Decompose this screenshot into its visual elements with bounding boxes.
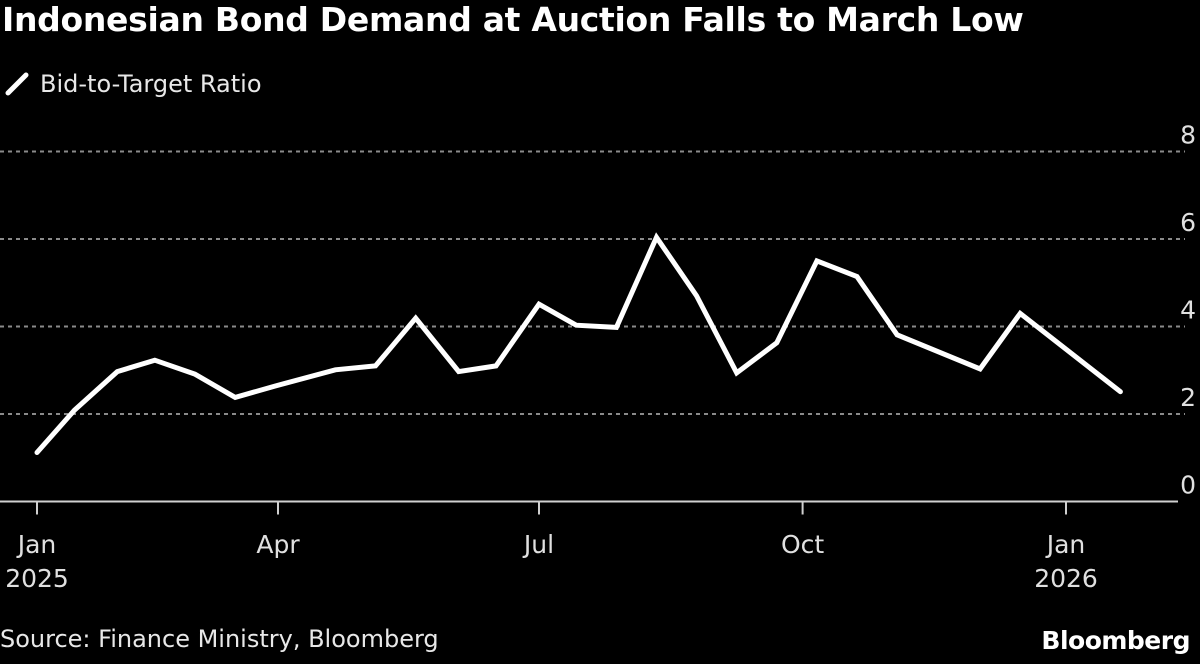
series-line-bid-to-target [34, 232, 1123, 455]
source-note: Source: Finance Ministry, Bloomberg [0, 625, 439, 653]
y-tick-label: 8 [1180, 121, 1196, 150]
y-tick-label: 2 [1180, 383, 1196, 412]
legend: Bid-to-Target Ratio [4, 70, 262, 98]
legend-label: Bid-to-Target Ratio [40, 70, 262, 98]
y-tick-label: 0 [1180, 471, 1196, 500]
chart-title: Indonesian Bond Demand at Auction Falls … [2, 0, 1024, 39]
legend-line-icon [5, 72, 29, 96]
y-tick-label: 4 [1180, 296, 1196, 325]
x-tick-label: Jan [1045, 530, 1086, 559]
x-tick-label: Apr [256, 530, 300, 559]
x-tick-label: Oct [781, 530, 824, 559]
bloomberg-logo: Bloomberg [1041, 626, 1190, 655]
x-tick-year-label: 2025 [5, 564, 69, 593]
x-tick-label: Jul [522, 530, 554, 559]
y-tick-label: 6 [1180, 208, 1196, 237]
x-tick-label: Jan [16, 530, 57, 559]
x-tick-year-label: 2026 [1034, 564, 1098, 593]
